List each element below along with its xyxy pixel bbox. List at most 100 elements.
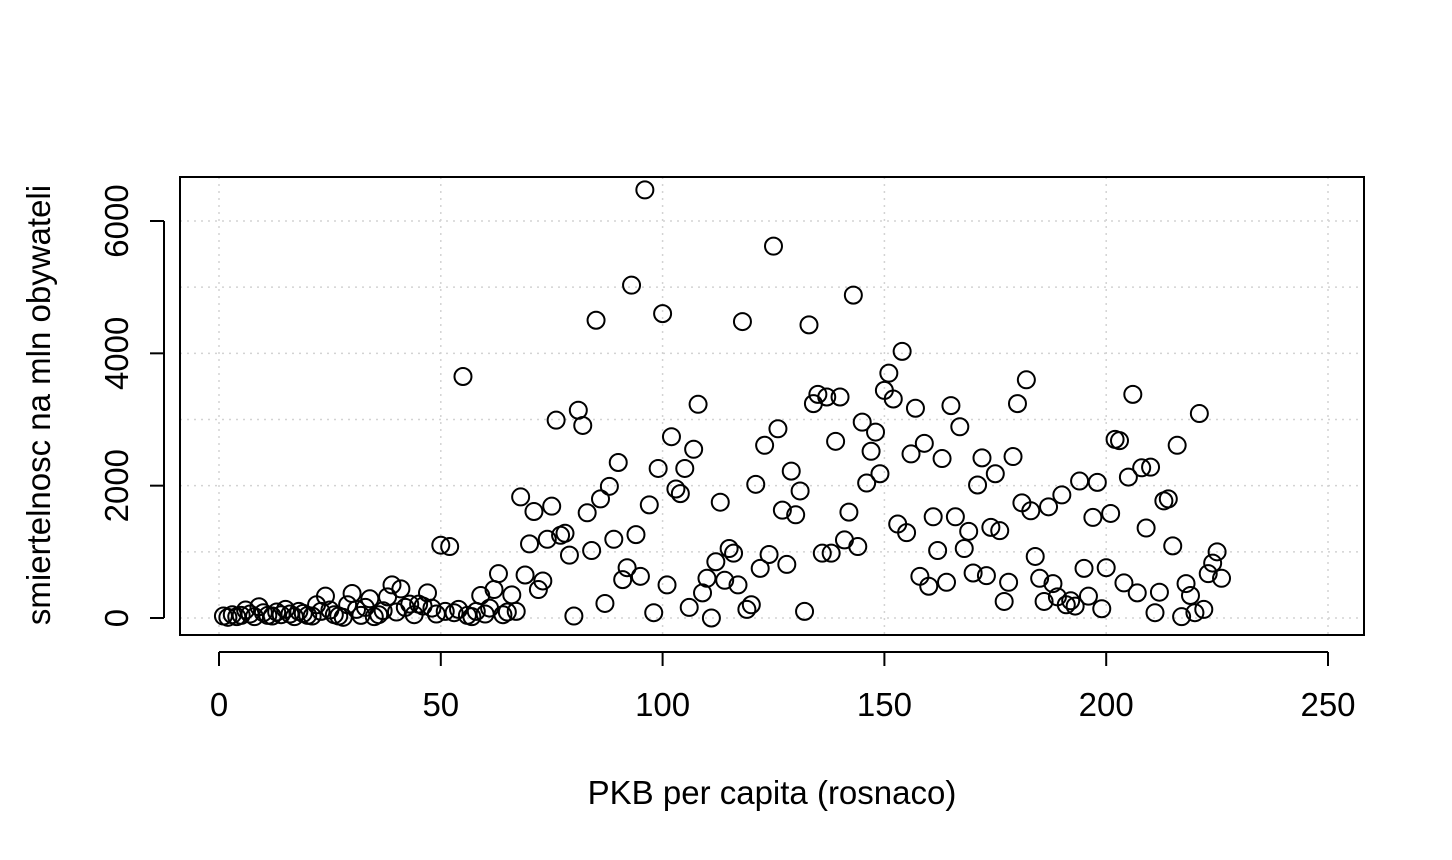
data-point bbox=[1167, 435, 1187, 455]
data-point bbox=[1194, 599, 1214, 619]
data-point bbox=[537, 529, 557, 549]
data-point bbox=[666, 479, 686, 499]
x-tick-label: 250 bbox=[1300, 686, 1355, 723]
data-point bbox=[1101, 503, 1121, 523]
data-point bbox=[905, 398, 925, 418]
data-point bbox=[1021, 501, 1041, 521]
data-point bbox=[732, 312, 752, 332]
data-point bbox=[506, 601, 526, 621]
y-tick-label: 6000 bbox=[98, 184, 135, 257]
data-point bbox=[520, 534, 540, 554]
data-point bbox=[1136, 518, 1156, 538]
data-point bbox=[786, 505, 806, 525]
data-point bbox=[972, 448, 992, 468]
data-point bbox=[635, 180, 655, 200]
data-point bbox=[1096, 558, 1116, 578]
data-point bbox=[542, 496, 562, 516]
data-point bbox=[1056, 595, 1076, 615]
data-point bbox=[1123, 384, 1143, 404]
data-point bbox=[817, 387, 837, 407]
data-point bbox=[764, 236, 783, 256]
data-point bbox=[959, 521, 979, 541]
data-point bbox=[679, 597, 699, 617]
x-tick-label: 50 bbox=[422, 686, 459, 723]
data-point bbox=[910, 566, 930, 586]
data-point bbox=[653, 304, 673, 324]
data-point bbox=[914, 433, 934, 453]
data-point bbox=[622, 275, 642, 295]
data-point bbox=[271, 605, 291, 625]
data-point bbox=[928, 541, 948, 561]
data-point bbox=[453, 366, 473, 386]
data-point bbox=[1034, 591, 1054, 611]
data-point bbox=[1207, 542, 1227, 562]
data-point bbox=[950, 417, 970, 437]
data-point bbox=[826, 431, 846, 451]
data-point bbox=[1163, 536, 1183, 556]
data-point bbox=[1114, 573, 1134, 593]
data-point bbox=[715, 570, 735, 590]
data-point bbox=[1180, 586, 1200, 606]
data-point bbox=[1176, 574, 1196, 594]
data-point bbox=[267, 602, 287, 622]
data-point bbox=[644, 603, 664, 623]
data-point bbox=[923, 507, 943, 527]
data-point bbox=[444, 603, 464, 623]
data-point bbox=[1189, 404, 1209, 424]
data-point bbox=[1087, 472, 1107, 492]
x-tick-label: 150 bbox=[857, 686, 912, 723]
data-point bbox=[1145, 603, 1165, 623]
data-point bbox=[582, 541, 602, 561]
data-point bbox=[772, 500, 792, 520]
data-point bbox=[1127, 583, 1147, 603]
data-point bbox=[630, 566, 650, 586]
data-point bbox=[861, 441, 881, 461]
data-point bbox=[218, 607, 238, 627]
data-point bbox=[493, 605, 513, 625]
data-point bbox=[834, 530, 854, 550]
data-point bbox=[231, 605, 251, 625]
data-point bbox=[839, 502, 859, 522]
data-point bbox=[937, 572, 957, 592]
data-point bbox=[604, 529, 624, 549]
data-point bbox=[1052, 485, 1072, 505]
data-point bbox=[866, 422, 886, 442]
data-point bbox=[684, 439, 704, 459]
data-point bbox=[546, 410, 566, 430]
data-point bbox=[1149, 582, 1169, 602]
data-point bbox=[1083, 507, 1103, 527]
data-point bbox=[515, 565, 535, 585]
data-point bbox=[706, 552, 726, 572]
data-point bbox=[701, 608, 721, 628]
data-point bbox=[1007, 394, 1027, 414]
x-tick-label: 100 bbox=[635, 686, 690, 723]
data-point bbox=[879, 363, 899, 383]
data-point bbox=[994, 591, 1014, 611]
plot-frame bbox=[179, 176, 1365, 636]
data-point bbox=[1039, 497, 1059, 517]
data-point bbox=[1030, 568, 1050, 588]
data-point bbox=[440, 537, 460, 557]
data-point bbox=[657, 575, 677, 595]
data-point bbox=[897, 523, 917, 543]
data-point bbox=[1212, 568, 1232, 588]
data-point bbox=[1043, 574, 1063, 594]
data-point bbox=[573, 415, 593, 435]
data-point bbox=[768, 419, 788, 439]
data-point bbox=[373, 601, 393, 621]
data-point bbox=[790, 481, 810, 501]
data-point bbox=[750, 558, 770, 578]
data-point bbox=[626, 525, 646, 545]
data-point bbox=[1016, 370, 1036, 390]
data-point bbox=[1118, 467, 1138, 487]
data-point bbox=[1061, 591, 1081, 611]
data-point bbox=[870, 464, 890, 484]
data-point bbox=[759, 544, 779, 564]
data-point bbox=[1110, 431, 1130, 451]
data-point bbox=[843, 285, 863, 305]
data-point bbox=[488, 564, 508, 584]
data-point bbox=[524, 501, 544, 521]
data-point bbox=[1185, 603, 1205, 623]
data-point bbox=[1070, 471, 1090, 491]
data-point bbox=[812, 543, 832, 563]
